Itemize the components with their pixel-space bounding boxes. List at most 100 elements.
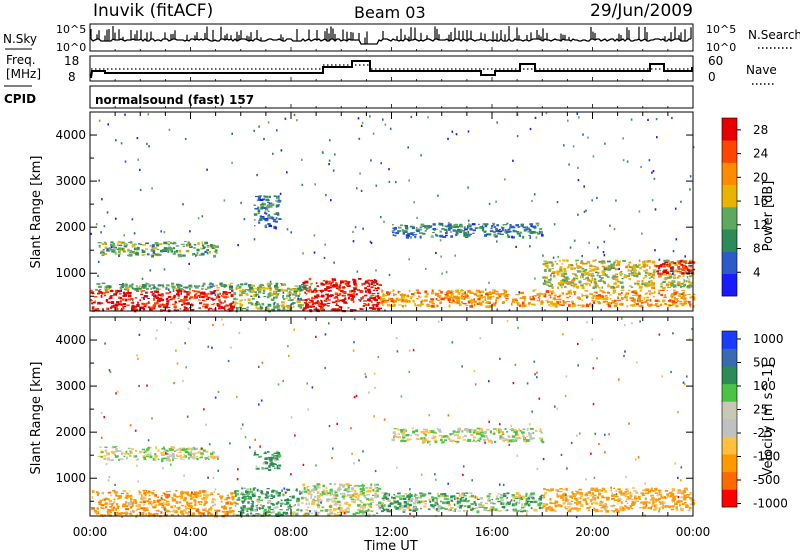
panel-frame (89, 316, 694, 517)
power-panel-ylabel: Slant Range [km] (29, 156, 44, 269)
velocity-echo-region (253, 450, 282, 471)
colorbar-tick-label: 500 (753, 356, 776, 370)
colorbar-segment (722, 454, 737, 473)
colorbar-segment (722, 140, 737, 163)
colorbar-segment (722, 251, 737, 275)
date-title: 29/Jun/2009 (590, 1, 693, 21)
colorbar-tick-label: 8 (753, 242, 761, 256)
colorbar-tick-label: 4 (753, 265, 761, 279)
colorbar-tick-label: 25 (753, 403, 768, 417)
nave-tick-top: 60 (708, 54, 723, 68)
colorbar-segment (722, 118, 737, 141)
x-tick-label: 16:00 (475, 525, 510, 539)
x-tick-label: 08:00 (274, 525, 309, 539)
colorbar-segment (722, 207, 737, 230)
power-echo-region (97, 241, 219, 258)
colorbar-tick-label: 16 (753, 194, 768, 208)
beam-title: Beam 03 (354, 3, 426, 22)
colorbar-segment (722, 383, 737, 402)
colorbar-segment (722, 273, 737, 297)
freq-tick-bottom: 8 (68, 70, 76, 84)
power-echo-region (655, 260, 696, 275)
velocity-colorbar: 1000 500 100 25 -25 -100 -500 -1000 (721, 330, 788, 511)
freq-tick-top: 18 (64, 54, 79, 68)
power-colorbar: 4 8 12 16 20 24 28 (721, 117, 768, 297)
time-axis-label: Time UT (363, 539, 417, 554)
colorbar-segment (722, 419, 737, 437)
velocity-panel: 1000 2000 3000 4000 (55, 316, 696, 519)
colorbar-segment (722, 348, 737, 367)
colorbar-segment (722, 162, 737, 186)
velocity-echo-region (90, 489, 237, 518)
nsearch-tick-bottom: 10^0 (706, 41, 736, 54)
nsky-tick-top: 10^5 (56, 23, 86, 36)
power-echo-region (379, 289, 696, 309)
x-tick-label: 00:00 (73, 525, 108, 539)
nsearch-tick-top: 10^5 (706, 23, 736, 36)
y-tick-label: 1000 (55, 471, 86, 485)
power-echo-region (542, 259, 695, 290)
freq-strip: Freq. [MHz] 18 8 60 0 Nave (6, 53, 777, 85)
nave-label: Nave (746, 63, 777, 77)
freq-label-2: [MHz] (6, 67, 41, 81)
nave-tick-bottom: 0 (708, 70, 716, 84)
y-tick-label: 3000 (55, 174, 86, 188)
nsky-tick-bottom: 10^0 (56, 41, 86, 54)
x-tick-label: 04:00 (173, 525, 208, 539)
cpid-label: CPID (4, 92, 36, 106)
velocity-panel-ylabel: Slant Range [km] (29, 362, 44, 475)
colorbar-segment (722, 229, 737, 252)
cpid-value: normalsound (fast) 157 (95, 93, 254, 107)
y-tick-label: 2000 (55, 425, 86, 439)
station-title: Inuvik (fitACF) (93, 1, 213, 21)
colorbar-tick-label: 20 (753, 170, 768, 184)
velocity-colorbar-label: Velocity [m s^-1] (761, 364, 776, 477)
power-echo-region (95, 282, 317, 293)
power-scatter (90, 112, 695, 312)
power-panel: 1000 2000 3000 4000 (55, 111, 696, 313)
colorbar-tick-label: -25 (753, 426, 773, 440)
velocity-echo-region (542, 487, 696, 513)
power-echo-region (391, 222, 544, 239)
y-tick-label: 2000 (55, 220, 86, 234)
freq-label-1: Freq. (6, 53, 36, 67)
colorbar-tick-label: -100 (753, 450, 780, 464)
colorbar-tick-label: 28 (753, 123, 768, 137)
velocity-echo-region (234, 487, 304, 517)
power-echo-region (301, 277, 382, 313)
y-tick-label: 4000 (55, 128, 86, 142)
colorbar-tick-label: -1000 (753, 497, 788, 511)
nsky-label: N.Sky (3, 32, 37, 46)
velocity-scatter (100, 317, 693, 519)
colorbar-tick-label: 1000 (753, 332, 784, 346)
y-tick-label: 3000 (55, 379, 86, 393)
velocity-echo-region (301, 483, 382, 518)
time-axis-ticks: 00:00 04:00 08:00 12:00 16:00 20:00 00:00 (73, 525, 711, 539)
nsky-strip: N.Sky 10^5 10^0 10^5 10^0 N.Search (3, 23, 800, 54)
colorbar-tick-label: 100 (753, 379, 776, 393)
colorbar-segment (722, 401, 737, 420)
nsky-trace (90, 38, 691, 45)
colorbar-tick-label: 12 (753, 218, 768, 232)
colorbar-segment (722, 489, 737, 508)
nsky-spikes (90, 26, 692, 44)
colorbar-segment (722, 436, 737, 455)
colorbar-frame (721, 330, 738, 508)
y-tick-label: 4000 (55, 333, 86, 347)
power-colorbar-label: Power [dB] (761, 181, 776, 252)
power-echo-region (253, 195, 282, 230)
colorbar-frame (721, 117, 738, 297)
colorbar-tick-label: -500 (753, 473, 780, 487)
x-tick-label: 20:00 (575, 525, 610, 539)
colorbar-tick-label: 24 (753, 147, 768, 161)
velocity-echo-region (391, 427, 545, 444)
x-tick-label: 00:00 (676, 525, 711, 539)
colorbar-segment (722, 471, 737, 490)
colorbar-segment (722, 331, 737, 349)
x-tick-label: 12:00 (374, 525, 409, 539)
nave-trace (91, 64, 692, 70)
nsearch-label: N.Search (748, 28, 800, 42)
y-tick-label: 1000 (55, 266, 86, 280)
freq-trace (90, 60, 693, 79)
